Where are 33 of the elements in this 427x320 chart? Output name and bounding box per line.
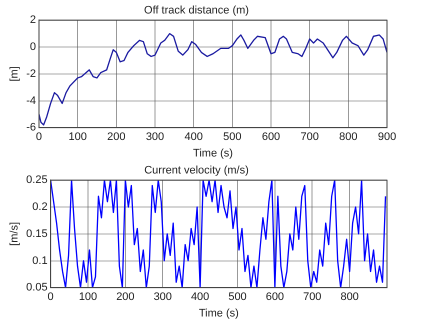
x-tick-label: 600 — [266, 291, 284, 304]
x-tick-label: 400 — [184, 131, 203, 144]
x-tick-label: 100 — [68, 131, 87, 144]
x-tick-label: 900 — [378, 131, 396, 144]
x-tick-label: 200 — [116, 291, 135, 304]
x-tick-label: 600 — [262, 131, 280, 144]
y-tick-label: 2 — [30, 14, 36, 26]
x-tick-label: 800 — [339, 131, 358, 144]
y-tick-label: 0.1 — [32, 254, 48, 267]
x-tick-label: 300 — [154, 291, 172, 304]
x-tick-label: 500 — [228, 291, 247, 304]
x-tick-label: 800 — [340, 291, 359, 304]
y-tick-label: -2 — [26, 68, 36, 80]
x-tick-label: 300 — [146, 131, 164, 144]
x-tick-label: 700 — [300, 131, 319, 144]
y-tick-label: 0.05 — [26, 282, 48, 294]
x-tick-label: 200 — [107, 131, 126, 144]
x-axis-title: Time (s) — [198, 307, 239, 320]
y-tick-label: 0.2 — [32, 201, 48, 214]
chart-title: Off track distance (m) — [144, 4, 249, 17]
y-tick-label: 0 — [30, 41, 36, 54]
x-tick-label: 400 — [190, 291, 210, 304]
y-tick-label: -6 — [26, 122, 36, 134]
y-tick-label: -4 — [26, 94, 36, 107]
chart-title: Current velocity (m/s) — [144, 164, 249, 177]
y-axis-title: [m/s] — [8, 222, 21, 246]
x-tick-label: 500 — [223, 131, 242, 144]
x-tick-label: 100 — [78, 291, 98, 304]
y-tick-label: 0.15 — [26, 228, 48, 240]
y-tick-label: 0.25 — [26, 174, 48, 186]
x-tick-label: 700 — [303, 291, 322, 304]
y-axis-title: [m] — [8, 66, 21, 82]
x-axis-title: Time (s) — [193, 147, 233, 160]
